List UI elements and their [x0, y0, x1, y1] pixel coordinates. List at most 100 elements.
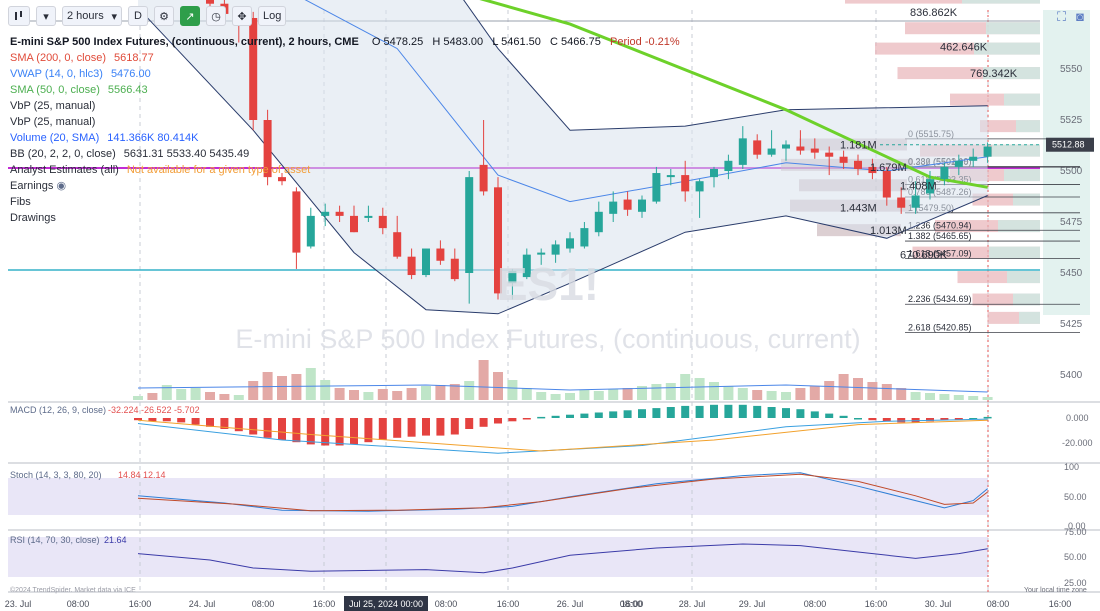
vbp-label: 670.690K	[900, 250, 948, 262]
bollinger-fill	[138, 0, 988, 314]
macd-histogram-bar	[508, 418, 517, 422]
macd-histogram-bar	[378, 418, 387, 440]
ohlc-values: O 5478.25 H 5483.00 L 5461.50 C 5466.75 …	[372, 36, 680, 48]
candle-body	[393, 232, 402, 257]
volume-bar	[349, 390, 359, 400]
chart-title-row: E-mini S&P 500 Index Futures, (continuou…	[10, 34, 680, 50]
macd-histogram-bar	[465, 418, 474, 429]
time-axis-label: 08:00	[804, 599, 827, 609]
macd-histogram-bar	[868, 418, 877, 421]
rsi-label: RSI (14, 70, 30, close)	[10, 535, 100, 545]
macd-histogram-bar	[134, 418, 142, 421]
volume-bar	[449, 384, 460, 400]
macd-histogram-bar	[422, 418, 430, 436]
macd-histogram-bar	[551, 415, 560, 418]
stoch-tick: 0.00	[1068, 521, 1086, 531]
log-toggle[interactable]: Log	[258, 6, 287, 26]
legend-item[interactable]: Fibs	[10, 194, 680, 210]
macd-histogram-bar	[666, 407, 675, 418]
volume-bar	[881, 384, 892, 400]
time-axis-label: 08:00	[435, 599, 458, 609]
volume-bar	[939, 394, 950, 400]
candle-body	[753, 140, 762, 155]
volume-bar	[277, 376, 287, 400]
volume-bar	[219, 394, 230, 400]
time-axis-label: 16:00	[497, 599, 520, 609]
macd-histogram-bar	[767, 407, 776, 418]
macd-histogram-bar	[407, 418, 416, 437]
candle-body	[767, 148, 776, 155]
fullscreen-icon[interactable]: ⛶	[1057, 9, 1067, 24]
macd-histogram-bar	[206, 418, 214, 427]
legend-item[interactable]: BB (20, 2, 2, 0, close) 5631.31 5533.40 5…	[10, 146, 680, 162]
vwap-line	[304, 0, 988, 203]
legend-item[interactable]: VbP (25, manual)	[10, 98, 680, 114]
candle-body	[292, 191, 301, 253]
volume-bar	[896, 388, 907, 400]
time-axis-label: 08:00	[987, 599, 1010, 609]
time-axis-label: 08:00	[252, 599, 275, 609]
period-button[interactable]: D	[128, 6, 148, 26]
volume-bar	[593, 391, 604, 400]
candle-body	[364, 215, 373, 218]
stoch-d-line	[137, 473, 988, 512]
price-tick-label: 5450	[1060, 268, 1083, 279]
macd-histogram-bar	[983, 416, 992, 419]
volume-bar	[190, 388, 201, 400]
volume-bar	[982, 397, 993, 400]
legend-item[interactable]: Earnings ◉	[10, 178, 680, 194]
macd-histogram-bar	[566, 414, 574, 418]
gear-icon[interactable]: ⚙	[154, 6, 174, 26]
vbp-bar-green	[1016, 120, 1040, 133]
macd-histogram-bar	[220, 418, 229, 429]
rsi-tick: 25.00	[1064, 578, 1087, 588]
time-axis-label: 16:00	[865, 599, 888, 609]
macd-histogram-bar	[522, 418, 531, 420]
vbp-bar-green	[1019, 311, 1040, 324]
crosshair-icon[interactable]: ✥	[232, 6, 252, 26]
candle-body	[249, 18, 258, 120]
macd-histogram-bar	[436, 418, 445, 436]
price-tick-label: 5400	[1060, 370, 1083, 381]
timezone-label: Your local time zone	[1024, 587, 1087, 594]
time-axis-label: 23. Jul	[5, 599, 32, 609]
trend-arrow-icon[interactable]: ↗	[180, 6, 200, 26]
macd-histogram-bar	[926, 418, 934, 422]
watermark-symbol: ES1!	[497, 258, 599, 310]
legend-item[interactable]: VbP (25, manual)	[10, 114, 680, 130]
candle-body	[638, 199, 646, 212]
interval-select[interactable]: 2 hours ▾	[62, 6, 122, 26]
legend-item[interactable]: SMA (50, 0, close) 5566.43	[10, 82, 680, 98]
price-tick-label: 5525	[1060, 115, 1083, 126]
legend-item[interactable]: Analyst Estimates (all) Not available for…	[10, 162, 680, 178]
chevron-down-icon[interactable]: ▾	[36, 6, 56, 26]
volume-bar	[305, 368, 316, 400]
volume-bar	[968, 396, 979, 400]
legend-item[interactable]: SMA (200, 0, close) 5618.77	[10, 50, 680, 66]
eye-icon[interactable]: ◉	[53, 180, 67, 192]
macd-histogram-bar	[638, 409, 646, 418]
macd-histogram-bar	[810, 411, 819, 418]
volume-bar	[608, 389, 619, 400]
volume-bar	[176, 389, 187, 400]
legend-item[interactable]: VWAP (14, 0, hlc3) 5476.00	[10, 66, 680, 82]
time-axis-label: 28. Jul	[679, 599, 706, 609]
price-tick-label: 5500	[1060, 166, 1083, 177]
clock-icon[interactable]: ◷	[206, 6, 226, 26]
time-axis-label: 26. Jul	[557, 599, 584, 609]
macd-histogram-bar	[839, 415, 848, 418]
legend-item[interactable]: Drawings	[10, 210, 680, 226]
camera-icon[interactable]: ◙	[1076, 9, 1084, 24]
vbp-bar-green	[983, 67, 1040, 80]
candle-body	[407, 256, 416, 276]
candle-body	[537, 252, 546, 255]
macd-histogram-bar	[882, 418, 891, 422]
legend-item[interactable]: Volume (20, SMA) 141.366K 80.414K	[10, 130, 680, 146]
candles-icon[interactable]	[8, 6, 30, 26]
vbp-bar-green	[1004, 169, 1040, 182]
volume-bar	[622, 388, 633, 400]
volume-bar	[205, 392, 215, 400]
volume-bar	[694, 378, 705, 400]
candle-body	[969, 156, 978, 161]
